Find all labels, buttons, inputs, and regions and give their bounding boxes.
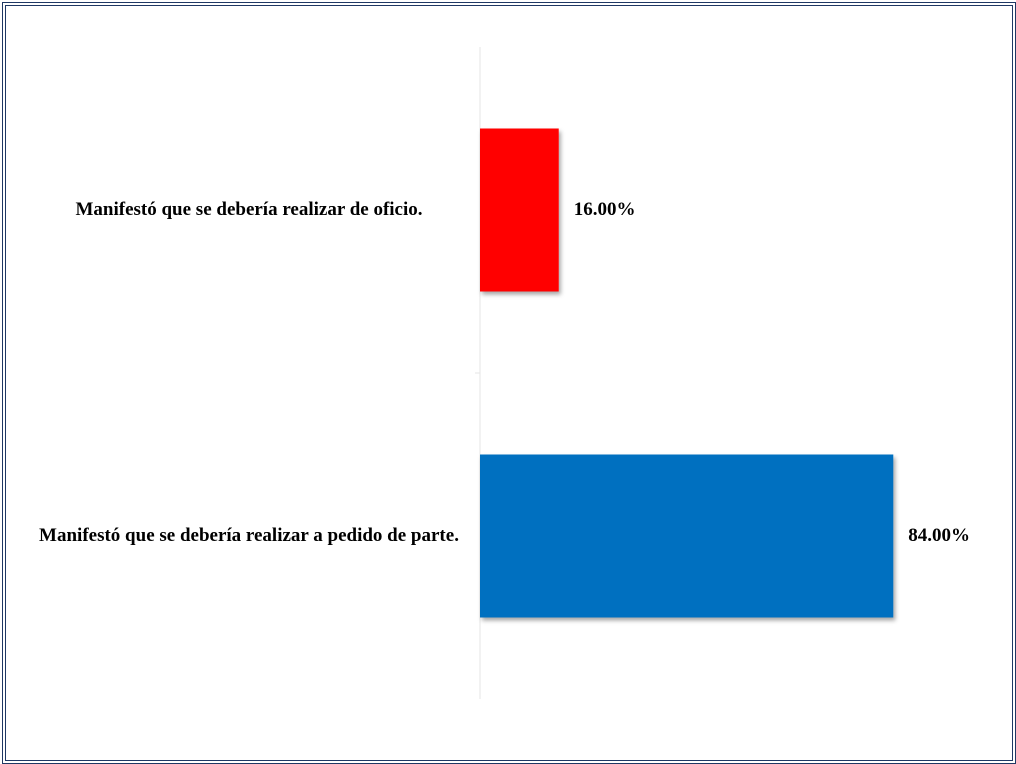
category-label: Manifestó que se debería realizar a pedi…	[39, 525, 459, 546]
chart	[475, 47, 894, 699]
bar	[480, 128, 559, 292]
category-label: Manifestó que se debería realizar de ofi…	[75, 199, 423, 220]
data-label: 16.00%	[573, 199, 636, 220]
bar	[480, 454, 894, 618]
data-label: 84.00%	[908, 525, 971, 546]
